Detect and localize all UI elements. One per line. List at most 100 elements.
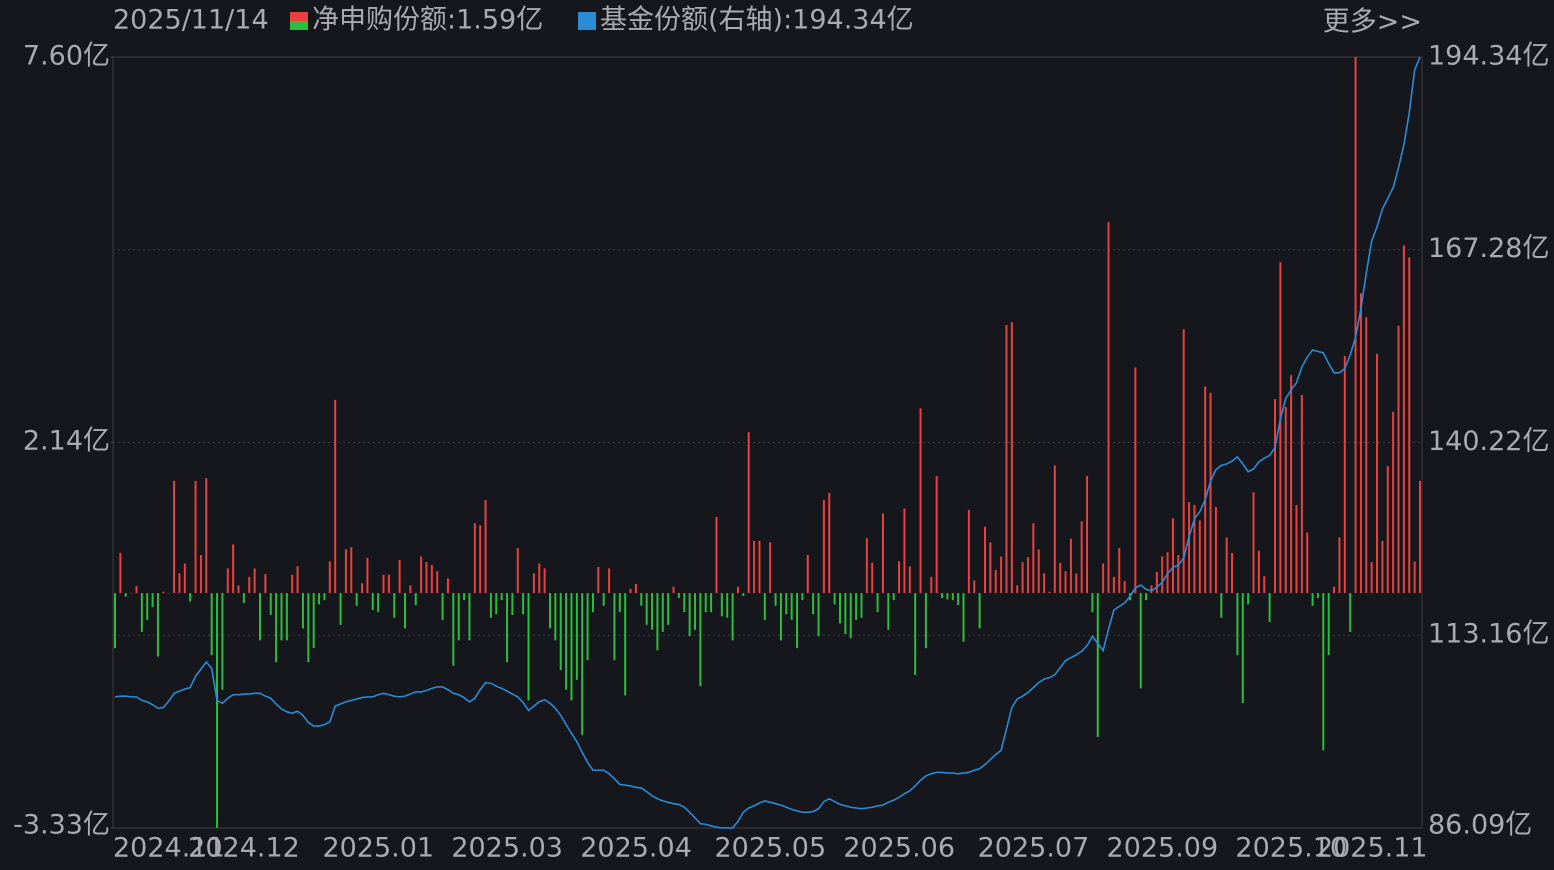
bar bbox=[119, 552, 122, 594]
bar bbox=[720, 593, 723, 617]
bar bbox=[935, 476, 938, 594]
bar bbox=[1026, 557, 1029, 594]
bar bbox=[887, 593, 890, 630]
bar bbox=[1112, 576, 1115, 594]
bar bbox=[259, 593, 261, 641]
bar bbox=[1193, 504, 1196, 594]
bar bbox=[1000, 556, 1003, 594]
bar bbox=[543, 568, 546, 594]
bar bbox=[1338, 537, 1341, 594]
bar bbox=[307, 593, 310, 663]
bar bbox=[516, 547, 519, 594]
bar bbox=[1177, 555, 1180, 594]
bar bbox=[554, 593, 557, 641]
bar bbox=[1150, 585, 1153, 594]
bar bbox=[183, 563, 186, 594]
bar bbox=[1311, 593, 1314, 606]
legend-swatch bbox=[290, 12, 308, 21]
bar bbox=[1408, 257, 1411, 594]
bar bbox=[1016, 585, 1019, 594]
bar bbox=[704, 593, 707, 613]
bar bbox=[908, 566, 911, 594]
bar bbox=[1032, 523, 1035, 594]
bar bbox=[484, 499, 487, 594]
bar bbox=[425, 562, 428, 594]
bar bbox=[1145, 593, 1148, 601]
bar bbox=[522, 593, 525, 615]
bar bbox=[812, 593, 815, 615]
bar bbox=[849, 593, 852, 639]
more-link[interactable]: 更多>> bbox=[1323, 7, 1422, 38]
bar bbox=[446, 578, 449, 594]
bar bbox=[629, 588, 632, 594]
bar bbox=[1231, 552, 1234, 594]
bar bbox=[989, 542, 992, 594]
bar bbox=[1209, 392, 1212, 594]
bar bbox=[1419, 480, 1421, 594]
y-tick-label: -3.33亿 bbox=[13, 810, 110, 841]
legend-swatch bbox=[290, 21, 308, 30]
bar bbox=[1274, 399, 1276, 594]
bar bbox=[253, 568, 256, 594]
y-tick-label: 2.14亿 bbox=[23, 426, 110, 457]
bar bbox=[344, 549, 347, 594]
bar bbox=[269, 593, 272, 615]
bar bbox=[1043, 573, 1046, 594]
bar bbox=[355, 593, 358, 606]
bar bbox=[957, 593, 960, 606]
line bbox=[114, 56, 1421, 829]
bar bbox=[618, 593, 621, 613]
bar bbox=[973, 580, 976, 594]
bar bbox=[779, 593, 782, 641]
bar bbox=[210, 593, 213, 656]
bar bbox=[371, 593, 374, 611]
bar bbox=[549, 593, 551, 629]
bar bbox=[506, 593, 509, 663]
bar bbox=[801, 593, 804, 601]
bar bbox=[683, 593, 686, 613]
bar bbox=[1123, 581, 1126, 594]
bar bbox=[1322, 593, 1325, 751]
bar bbox=[753, 540, 756, 594]
bar bbox=[710, 593, 713, 613]
bar bbox=[1048, 591, 1051, 594]
bar bbox=[441, 593, 444, 620]
bar bbox=[1037, 549, 1040, 594]
bar bbox=[1333, 586, 1336, 594]
bar bbox=[135, 586, 138, 594]
bar bbox=[1316, 593, 1319, 599]
bar bbox=[334, 399, 337, 594]
bar bbox=[597, 567, 600, 594]
bar bbox=[984, 526, 986, 594]
bar bbox=[1086, 476, 1089, 594]
bar bbox=[715, 516, 718, 594]
bar bbox=[1053, 465, 1056, 594]
x-tick-label: 2024.12 bbox=[188, 833, 300, 864]
bar bbox=[951, 593, 954, 601]
bar bbox=[140, 593, 143, 632]
bar bbox=[275, 593, 278, 663]
bar bbox=[162, 591, 165, 594]
bar bbox=[881, 513, 884, 594]
bar bbox=[1198, 520, 1201, 594]
legend-swatch bbox=[578, 12, 596, 30]
bar bbox=[1102, 563, 1105, 594]
bar bbox=[1080, 521, 1083, 594]
bar bbox=[833, 593, 836, 605]
bar bbox=[656, 593, 659, 651]
bar bbox=[124, 593, 127, 597]
bar bbox=[817, 593, 820, 637]
bar bbox=[538, 563, 541, 594]
bar bbox=[839, 593, 841, 624]
bar bbox=[1252, 492, 1255, 594]
bar bbox=[591, 593, 594, 613]
y2-tick-label: 86.09亿 bbox=[1428, 810, 1532, 841]
bar bbox=[291, 574, 294, 594]
bar bbox=[844, 593, 847, 635]
bar bbox=[1413, 561, 1416, 594]
bar bbox=[699, 593, 702, 687]
bar bbox=[736, 586, 739, 594]
bar bbox=[624, 593, 627, 696]
bar bbox=[570, 593, 573, 701]
bar bbox=[420, 556, 423, 594]
